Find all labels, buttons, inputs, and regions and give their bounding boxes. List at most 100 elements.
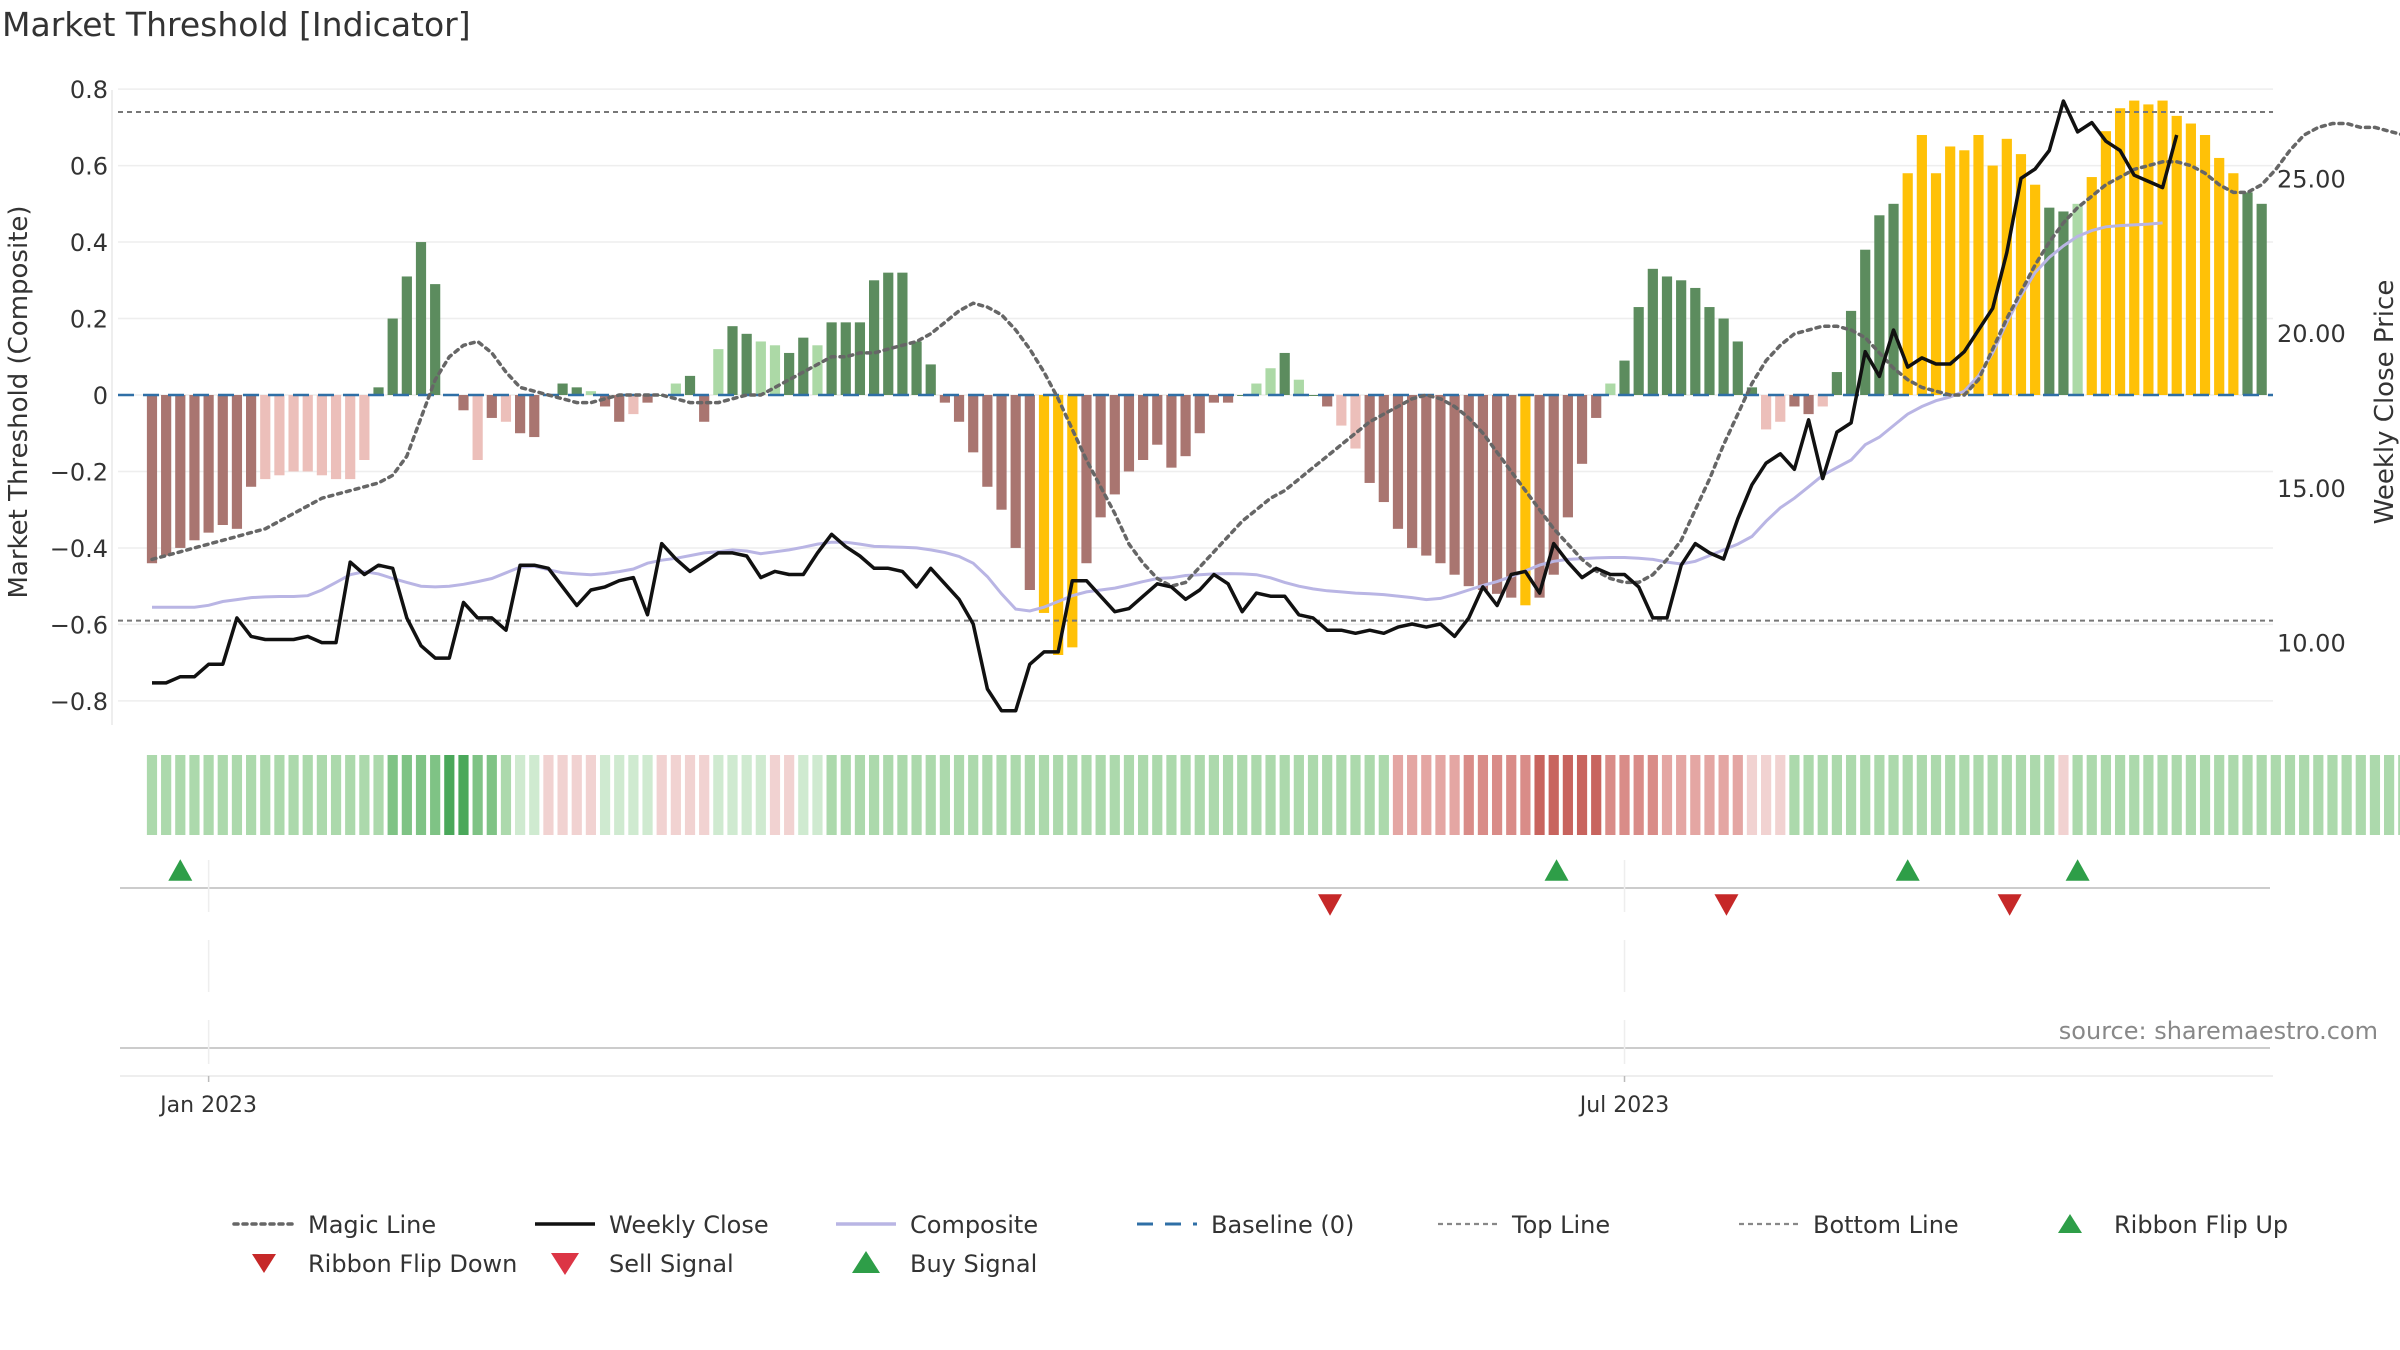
composite-bar [231,395,243,529]
ribbon-cell [1180,755,1191,835]
composite-bar [1336,395,1347,426]
composite-bar [1831,372,1842,395]
composite-bar [1364,395,1375,483]
composite-bar [1222,395,1234,403]
composite-bar [1930,173,1942,395]
ribbon-cell [2157,755,2168,835]
ribbon-cell [1633,755,1644,835]
composite-bar [458,395,469,411]
ribbon-cell [1562,755,1573,835]
ribbon-cell [1407,755,1418,835]
ribbon-cell [1109,755,1120,835]
ribbon-cell [840,755,851,835]
composite-bar [2001,138,2012,395]
legend-swatch [852,1251,880,1273]
ribbon-cell [925,755,936,835]
legend-item: Sell Signal [551,1250,734,1278]
composite-bar [1987,165,1998,395]
composite-bar [401,276,412,395]
composite-bar [1761,395,1772,430]
ribbon-cell [599,755,611,835]
ribbon-cell [302,755,313,835]
ribbon-cell [1930,755,1942,835]
composite-bar [1307,395,1319,396]
ribbon-flip-down-marker [1997,894,2022,916]
series-lines [150,99,2400,713]
composite-bar [189,395,200,541]
ribbon-cell [1364,755,1375,835]
ribbon-cell [1987,755,1998,835]
composite-bar [430,284,441,395]
ribbon-cell [330,755,342,835]
ribbon-cell [953,755,965,835]
y-axis-label: Market Threshold (Composite) [4,205,34,598]
ribbon-cell [1789,755,1800,835]
composite-bar [1109,395,1120,495]
ribbon-cell [1392,755,1404,835]
ribbon-cell [1647,755,1658,835]
ribbon-cell [401,755,412,835]
ribbon-cell [1959,755,1970,835]
y-tick-label: 0.4 [70,229,108,257]
chart-title: Market Threshold [Indicator] [2,5,471,44]
ribbon-cell [1166,755,1177,835]
ribbon-cell [1605,755,1616,835]
ribbon-flip-up-marker [1544,859,1569,881]
ribbon-cell [656,755,667,835]
legend-item: Composite [836,1211,1038,1239]
ribbon-cell [2100,755,2112,835]
y-tick-label: −0.8 [50,688,108,716]
composite-bar [2228,173,2239,395]
x-tick-label: Jul 2023 [1578,1093,1670,1118]
composite-bar [1477,395,1489,590]
legend-label: Ribbon Flip Down [308,1250,517,1278]
ribbon-cell [868,755,880,835]
composite-bar [2058,211,2069,395]
ribbon-cell [2171,755,2182,835]
composite-bar [670,383,681,395]
composite-bar [628,395,639,415]
y2-tick-label: 10.00 [2277,630,2346,658]
y2-tick-label: 15.00 [2277,475,2346,503]
composite-bar [939,395,950,403]
ribbon-cell [1293,755,1304,835]
ribbon-cell [1902,755,1913,835]
ribbon-cell [373,755,384,835]
composite-bar [1676,280,1687,395]
legend-label: Composite [910,1211,1038,1239]
ribbon-cell [515,755,526,835]
composite-bar [911,341,922,395]
composite-bar [1378,395,1389,503]
composite-bar [2256,203,2267,395]
ribbon-cell [2185,755,2196,835]
composite-bar [316,395,327,476]
composite-bar [1888,203,1899,395]
legend-swatch [252,1254,276,1273]
composite-bar [1534,395,1545,598]
ribbon-cell [2143,755,2154,835]
ribbon-cell [1024,755,1035,835]
ribbon-cell [1378,755,1389,835]
composite-bar [1166,395,1177,468]
ribbon-cell [1746,755,1758,835]
ribbon-cell [1916,755,1927,835]
ribbon-cell [203,755,214,835]
ribbon-cell [1053,755,1064,835]
composite-bar [2100,131,2112,396]
composite-bar [982,395,993,487]
ribbon-cell [189,755,200,835]
composite-bar [854,322,866,395]
legend-label: Ribbon Flip Up [2114,1211,2288,1239]
composite-bar [1916,135,1927,395]
composite-bars [146,100,2267,655]
ribbon-cell [1973,755,1984,835]
composite-bar [1718,318,1729,395]
y-axis-left: 0.8 0.6 0.4 0.2 0 −0.2 −0.4 −0.6 −0.8 [50,76,108,716]
ribbon-flip-down-marker [1318,894,1343,916]
ribbon-cell [755,755,766,835]
composite-bar [472,395,483,460]
y-tick-label: 0.8 [70,76,108,104]
ribbon-cell [1010,755,1021,835]
composite-bar [2129,100,2140,396]
ribbon-cell [1208,755,1220,835]
